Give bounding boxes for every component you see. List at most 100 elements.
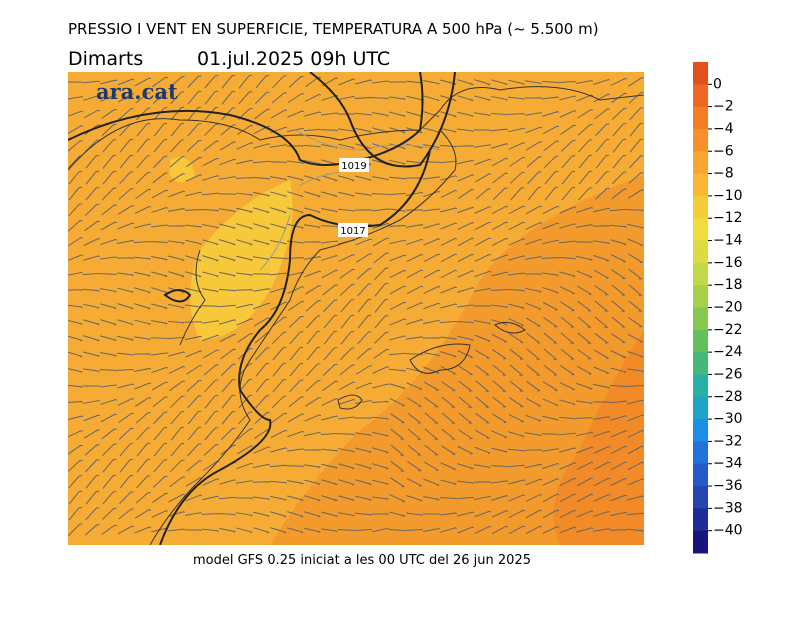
wind-barb <box>491 480 508 484</box>
wind-barb <box>354 96 372 100</box>
wind-barb <box>474 254 492 262</box>
wind-barb <box>203 364 219 376</box>
wind-barb <box>185 512 202 516</box>
wind-barb <box>85 139 100 153</box>
wind-barb <box>526 348 541 360</box>
wind-barb <box>134 287 151 294</box>
wind-barb <box>321 528 338 533</box>
wind-barb <box>490 304 508 309</box>
wind-barb <box>237 348 253 360</box>
wind-barb <box>102 139 117 153</box>
wind-barb <box>252 481 270 483</box>
wind-barb <box>323 299 338 313</box>
wind-barb <box>490 288 508 292</box>
wind-barb <box>289 362 304 377</box>
wind-barb <box>559 271 576 278</box>
wind-barb <box>185 239 202 246</box>
wind-barb <box>219 255 236 262</box>
wind-barb <box>558 256 576 260</box>
wind-barb <box>337 208 355 212</box>
wind-barb <box>559 286 576 295</box>
wind-barb <box>389 335 407 341</box>
wind-barb <box>509 348 524 360</box>
wind-barb <box>611 188 627 200</box>
wind-barb <box>220 124 236 136</box>
wind-barb <box>525 80 542 85</box>
wind-barb <box>475 412 490 424</box>
wind-barb <box>204 90 219 105</box>
wind-barb <box>338 448 355 453</box>
isobar-label-box <box>338 223 368 237</box>
wind-barb <box>525 126 543 134</box>
wind-barb <box>119 491 134 505</box>
wind-barb <box>440 351 457 358</box>
wind-barb <box>152 172 168 184</box>
wind-barb <box>202 334 220 342</box>
wind-barb <box>525 141 543 151</box>
colorbar-swatch <box>693 62 708 85</box>
wind-barb <box>576 224 593 228</box>
wind-barb <box>371 513 389 515</box>
wind-barb <box>525 463 543 469</box>
wind-barb <box>150 224 168 228</box>
wind-barb <box>202 223 219 229</box>
wind-barb <box>321 255 339 261</box>
wind-barb <box>253 511 270 518</box>
wind-barb <box>575 417 593 419</box>
wind-barb <box>356 268 372 280</box>
wind-barb <box>355 432 372 437</box>
colorbar-swatch <box>693 441 708 465</box>
wind-barb <box>388 225 406 227</box>
wind-barb <box>354 528 372 532</box>
wind-barb <box>304 464 321 469</box>
wind-barb <box>287 448 304 452</box>
wind-barb <box>221 90 236 105</box>
wind-barb <box>272 379 287 393</box>
wind-barb <box>321 511 338 518</box>
wind-barb <box>576 461 594 471</box>
wind-barb <box>133 240 151 244</box>
wind-barb <box>372 383 390 389</box>
wind-barb <box>84 203 100 216</box>
wind-barb <box>526 364 541 376</box>
colorbar-label: −12 <box>713 210 743 226</box>
wind-barb <box>167 336 185 340</box>
wind-barb <box>407 444 422 456</box>
wind-barb <box>186 460 202 472</box>
wind-barb <box>560 139 576 152</box>
wind-barb <box>456 480 474 485</box>
wind-barb <box>203 140 219 152</box>
wind-barb <box>254 108 270 120</box>
wind-barb <box>611 92 627 104</box>
colorbar-swatch <box>693 195 708 219</box>
wind-barb <box>252 176 270 180</box>
wind-barb <box>594 300 609 312</box>
wind-barb <box>68 444 83 455</box>
wind-barb <box>558 240 576 244</box>
wind-barb <box>135 171 151 184</box>
wind-barb <box>287 207 304 214</box>
wind-barb <box>338 191 355 197</box>
wind-barb <box>422 513 440 515</box>
wind-barb <box>219 271 236 277</box>
wind-barb <box>236 159 254 165</box>
wind-barb <box>475 188 491 200</box>
wind-barb <box>627 445 644 455</box>
colorbar-label: −4 <box>713 121 734 137</box>
wind-barb <box>68 271 84 276</box>
wind-barb <box>373 348 389 360</box>
wind-barb <box>474 446 491 454</box>
colorbar-swatch <box>693 84 708 108</box>
wind-barb <box>168 271 185 278</box>
wind-barb <box>372 176 389 181</box>
wind-barb <box>238 91 253 105</box>
wind-barb <box>253 191 270 197</box>
wind-barb <box>610 511 628 517</box>
wind-barb <box>306 315 321 329</box>
wind-barb <box>509 156 525 167</box>
wind-barb <box>542 381 559 392</box>
wind-barb <box>170 442 185 457</box>
wind-barb <box>373 252 389 264</box>
wind-barb <box>595 123 610 137</box>
wind-barb <box>304 414 322 422</box>
